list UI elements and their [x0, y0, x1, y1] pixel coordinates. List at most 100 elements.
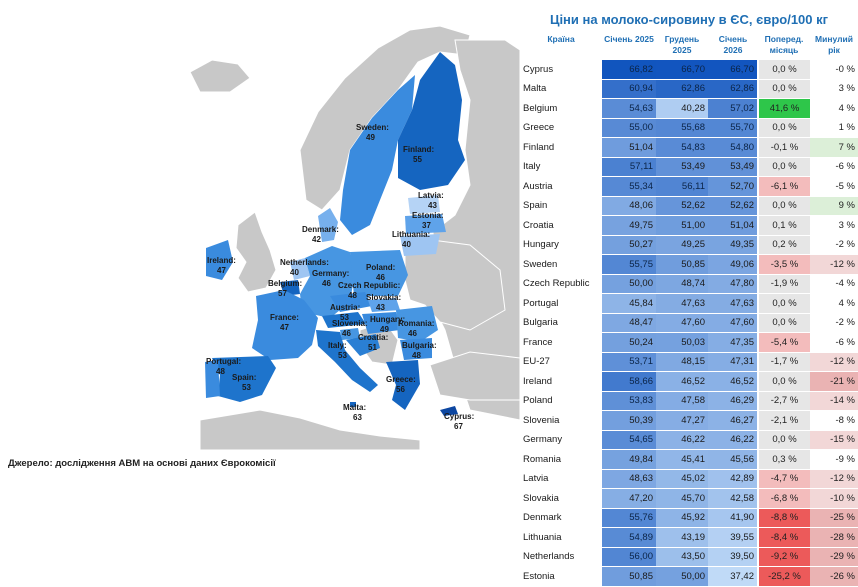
country-cell: Spain: [520, 196, 602, 216]
country-cell: Lithuania: [520, 527, 602, 548]
jan26-cell: 39,55: [708, 527, 758, 548]
latvia-shape: [405, 214, 446, 234]
map-labels: Sweden:49Finland:55Latvia:43Estonia:37Li…: [206, 123, 474, 431]
france-shape: [252, 290, 318, 360]
mom-cell: 0,0 %: [757, 79, 810, 99]
austria-shape: [322, 312, 366, 328]
country-cell: Cyprus: [520, 60, 602, 80]
jan25-cell: 66,82: [602, 60, 656, 80]
country-cell: Romania: [520, 449, 602, 470]
jan26-cell: 39,50: [708, 547, 758, 567]
jan25-cell: 45,84: [602, 293, 656, 314]
table-row: Bulgaria 48,47 47,60 47,60 0,0 % -2 %: [520, 313, 858, 333]
map-label-name: Croatia:: [358, 333, 388, 342]
dec25-cell: 56,11: [656, 176, 708, 197]
map-label-name: Bulgaria:: [402, 341, 437, 350]
map-label-value: 43: [376, 303, 385, 312]
table-row: Ireland 58,66 46,52 46,52 0,0 % -21 %: [520, 371, 858, 392]
jan26-cell: 49,06: [708, 254, 758, 275]
mom-cell: -2,7 %: [757, 391, 810, 411]
country-cell: Austria: [520, 176, 602, 197]
dec25-cell: 45,41: [656, 449, 708, 470]
table-row: Estonia 50,85 50,00 37,42 -25,2 % -26 %: [520, 566, 858, 587]
table-row: Finland 51,04 54,83 54,80 -0,1 % 7 %: [520, 137, 858, 158]
jan25-cell: 55,00: [602, 118, 656, 138]
map-label-name: Belgium:: [268, 279, 302, 288]
yoy-cell: -14 %: [810, 391, 858, 411]
jan25-cell: 56,00: [602, 547, 656, 567]
jan25-cell: 55,75: [602, 254, 656, 275]
mom-cell: 0,3 %: [757, 449, 810, 470]
poland-shape: [350, 250, 408, 296]
yoy-cell: -12 %: [810, 254, 858, 275]
jan26-cell: 53,49: [708, 157, 758, 177]
yoy-cell: 9 %: [810, 196, 858, 216]
map-label-name: Romania:: [398, 319, 434, 328]
yoy-cell: 4 %: [810, 98, 858, 119]
country-cell: France: [520, 332, 602, 353]
table-row: Slovenia 50,39 47,27 46,27 -2,1 % -8 %: [520, 410, 858, 431]
map-label-name: Portugal:: [206, 357, 241, 366]
table-row: Germany 54,65 46,22 46,22 0,0 % -15 %: [520, 430, 858, 450]
yoy-cell: -15 %: [810, 430, 858, 450]
dec25-cell: 51,00: [656, 215, 708, 236]
jan26-cell: 37,42: [708, 566, 758, 587]
map-label-value: 48: [216, 367, 225, 376]
map-label-value: 53: [338, 351, 347, 360]
uk-shape: [235, 211, 277, 293]
yoy-cell: -21 %: [810, 371, 858, 392]
czech-shape: [330, 292, 372, 312]
dec25-cell: 43,19: [656, 527, 708, 548]
map-label-name: Estonia:: [412, 211, 444, 220]
map-label-value: 46: [376, 273, 385, 282]
map-label-value: 40: [290, 268, 299, 277]
map-label-value: 49: [366, 133, 375, 142]
hungary-shape: [362, 312, 400, 334]
mom-cell: -6,1 %: [757, 176, 810, 197]
map-label-name: Czech Republic:: [338, 281, 400, 290]
table-row: Hungary 50,27 49,25 49,35 0,2 % -2 %: [520, 235, 858, 255]
jan25-cell: 50,85: [602, 566, 656, 587]
yoy-cell: -8 %: [810, 410, 858, 431]
map-label-name: Greece:: [386, 375, 416, 384]
yoy-cell: -0 %: [810, 60, 858, 80]
jan26-cell: 57,02: [708, 98, 758, 119]
country-cell: Finland: [520, 137, 602, 158]
dec25-cell: 52,62: [656, 196, 708, 216]
jan26-cell: 41,90: [708, 508, 758, 528]
turkey-shape: [429, 351, 520, 401]
table-row: Sweden 55,75 50,85 49,06 -3,5 % -12 %: [520, 254, 858, 275]
map-label-value: 37: [422, 221, 431, 230]
dec25-cell: 54,83: [656, 137, 708, 158]
map-label-name: Ireland:: [207, 256, 236, 265]
dec25-cell: 50,85: [656, 254, 708, 275]
map-label-name: Lithuania:: [392, 230, 430, 239]
eu-map: Sweden:49Finland:55Latvia:43Estonia:37Li…: [189, 25, 520, 450]
map-label-value: 47: [217, 266, 226, 275]
yoy-cell: 1 %: [810, 118, 858, 138]
dec25-cell: 47,58: [656, 391, 708, 411]
table-row: Spain 48,06 52,62 52,62 0,0 % 9 %: [520, 196, 858, 216]
table-row: Greece 55,00 55,68 55,70 0,0 % 1 %: [520, 118, 858, 138]
table-row: Belgium 54,63 40,28 57,02 41,6 % 4 %: [520, 98, 858, 119]
jan25-cell: 48,63: [602, 469, 656, 489]
country-cell: Malta: [520, 79, 602, 99]
dec25-cell: 47,63: [656, 293, 708, 314]
jan26-cell: 46,27: [708, 410, 758, 431]
map-label-value: 48: [348, 291, 357, 300]
jan25-cell: 48,47: [602, 313, 656, 333]
jan25-cell: 47,20: [602, 488, 656, 509]
jan26-cell: 62,86: [708, 79, 758, 99]
map-label-value: 63: [353, 413, 362, 422]
yoy-cell: -12 %: [810, 352, 858, 372]
map-label-value: 46: [322, 279, 331, 288]
bulgaria-shape: [400, 338, 432, 360]
jan25-cell: 48,06: [602, 196, 656, 216]
jan25-cell: 50,24: [602, 332, 656, 353]
cyprus-shape: [440, 406, 458, 416]
africa-shape: [199, 409, 421, 450]
country-cell: Estonia: [520, 566, 602, 587]
mom-cell: 0,0 %: [757, 371, 810, 392]
table-row: Romania 49,84 45,41 45,56 0,3 % -9 %: [520, 449, 858, 470]
jan26-cell: 46,29: [708, 391, 758, 411]
